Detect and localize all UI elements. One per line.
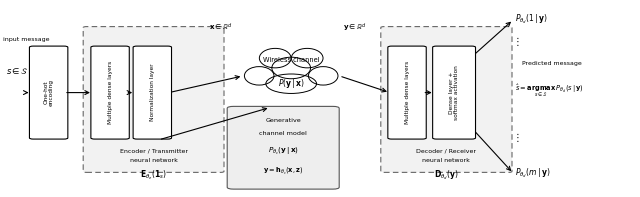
- FancyBboxPatch shape: [381, 27, 512, 172]
- Text: Generative: Generative: [266, 118, 301, 123]
- FancyBboxPatch shape: [91, 46, 129, 139]
- Text: One-hot
encoding: One-hot encoding: [44, 79, 54, 106]
- Ellipse shape: [272, 57, 310, 79]
- FancyBboxPatch shape: [227, 106, 339, 189]
- FancyBboxPatch shape: [388, 46, 426, 139]
- Text: Multiple dense layers: Multiple dense layers: [108, 61, 113, 124]
- Text: Normalization layer: Normalization layer: [150, 64, 155, 121]
- Text: $\vdots$: $\vdots$: [511, 131, 519, 144]
- Text: channel model: channel model: [259, 131, 307, 137]
- Ellipse shape: [308, 67, 338, 85]
- Text: $P_{\theta_d}(m\,|\,\mathbf{y})$: $P_{\theta_d}(m\,|\,\mathbf{y})$: [515, 167, 550, 180]
- Text: $s \in \mathcal{S}$: $s \in \mathcal{S}$: [6, 66, 29, 76]
- Text: Encoder / Transmitter: Encoder / Transmitter: [120, 148, 188, 153]
- FancyBboxPatch shape: [433, 46, 476, 139]
- Text: input message: input message: [3, 37, 50, 42]
- Text: neural network: neural network: [422, 158, 470, 163]
- Text: $\hat{s}=\underset{s\in\mathcal{S}}{\mathbf{argmax}}\,P_{\theta_d}(s\,|\,\mathbf: $\hat{s}=\underset{s\in\mathcal{S}}{\mat…: [515, 83, 584, 99]
- Text: Wireless channel: Wireless channel: [263, 57, 319, 63]
- Text: Multiple dense layers: Multiple dense layers: [404, 61, 410, 124]
- Text: neural network: neural network: [130, 158, 177, 163]
- FancyBboxPatch shape: [133, 46, 172, 139]
- Text: $\mathbf{x}\in\mathbb{R}^d$: $\mathbf{x}\in\mathbb{R}^d$: [209, 22, 233, 33]
- Text: $\mathbf{D}_{\theta_d}(\mathbf{y})$: $\mathbf{D}_{\theta_d}(\mathbf{y})$: [434, 169, 459, 182]
- Text: $\mathbf{E}_{\theta_e}(\mathbf{1}_s)$: $\mathbf{E}_{\theta_e}(\mathbf{1}_s)$: [140, 169, 167, 182]
- Ellipse shape: [244, 67, 274, 85]
- FancyBboxPatch shape: [83, 27, 224, 172]
- Ellipse shape: [259, 48, 291, 68]
- Text: Predicted message: Predicted message: [522, 60, 581, 66]
- Text: Decoder / Receiver: Decoder / Receiver: [417, 148, 476, 153]
- Text: $P(\mathbf{y}\,|\,\mathbf{x})$: $P(\mathbf{y}\,|\,\mathbf{x})$: [278, 77, 305, 90]
- Text: $\vdots$: $\vdots$: [511, 35, 519, 48]
- Text: Dense layer +
softmax activation: Dense layer + softmax activation: [449, 65, 460, 120]
- FancyBboxPatch shape: [29, 46, 68, 139]
- Text: $P_{\theta_c}(\mathbf{y}\,|\,\mathbf{x})$: $P_{\theta_c}(\mathbf{y}\,|\,\mathbf{x})…: [268, 146, 299, 157]
- Text: $P_{\theta_d}(1\,|\,\mathbf{y})$: $P_{\theta_d}(1\,|\,\mathbf{y})$: [515, 13, 548, 26]
- Text: $\mathbf{y}\in\mathbb{R}^d$: $\mathbf{y}\in\mathbb{R}^d$: [343, 21, 367, 34]
- Ellipse shape: [291, 48, 323, 68]
- Ellipse shape: [266, 74, 317, 93]
- Text: $\mathbf{y}=\mathbf{h}_{\theta_c}(\mathbf{x},\mathbf{z})$: $\mathbf{y}=\mathbf{h}_{\theta_c}(\mathb…: [263, 166, 303, 177]
